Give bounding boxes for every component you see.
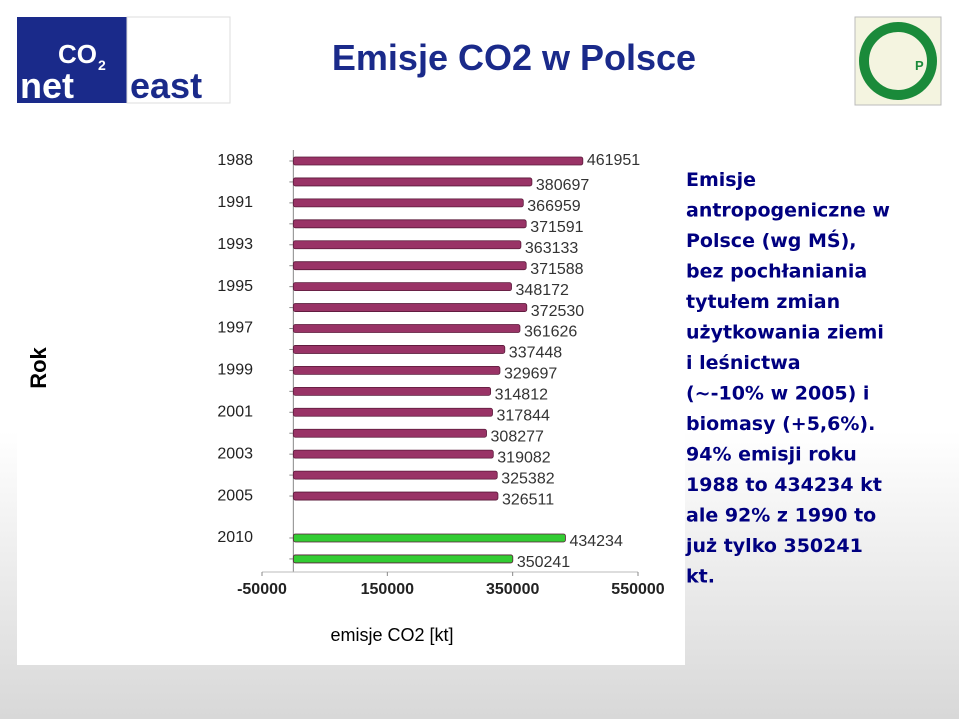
bar	[292, 219, 527, 229]
value-label: 350241	[517, 554, 570, 571]
bar	[292, 198, 524, 208]
value-label: 363133	[525, 240, 578, 257]
value-label: 326511	[502, 491, 554, 508]
y-tick-label: 1995	[217, 278, 253, 295]
y-tick-label: 2001	[217, 403, 253, 420]
x-tick-label: 150000	[361, 581, 414, 598]
bar	[292, 428, 487, 438]
value-label: 434234	[569, 533, 622, 550]
note-line: bez pochłaniania	[686, 261, 867, 283]
bar	[292, 282, 512, 292]
logo-text: P B	[915, 58, 936, 73]
bar	[292, 386, 492, 396]
value-label: 361626	[524, 324, 577, 341]
note-line: 1988 to 434234 kt	[686, 474, 882, 496]
bar	[292, 365, 501, 375]
value-label: 348172	[516, 282, 569, 299]
note-line: ale 92% z 1990 to	[686, 505, 876, 527]
value-label: 308277	[491, 428, 544, 445]
bar	[292, 554, 514, 564]
value-label: 325382	[501, 470, 554, 487]
chart-panel	[17, 130, 685, 665]
bar	[292, 303, 528, 312]
value-label: 372530	[531, 303, 584, 320]
y-axis-label: Rok	[26, 346, 51, 388]
bar	[292, 156, 584, 166]
note-line: antropogeniczne w	[686, 200, 890, 222]
bar	[292, 177, 533, 187]
logo-text: east	[130, 65, 202, 106]
note-line: (~-10% w 2005) i	[686, 383, 869, 405]
x-tick-label: 350000	[486, 581, 539, 598]
note-line: użytkowania ziemi	[686, 322, 884, 344]
y-tick-label: 2010	[217, 529, 253, 546]
value-label: 371588	[530, 261, 583, 278]
logo-right: P B	[854, 16, 942, 106]
bar	[292, 324, 521, 333]
value-label: 366959	[527, 198, 580, 215]
note-line: 94% emisji roku	[686, 444, 857, 466]
y-tick-label: 1988	[217, 152, 253, 169]
y-tick-label: 1991	[217, 194, 253, 211]
bar	[292, 240, 522, 250]
value-label: 319082	[497, 449, 550, 466]
value-label: 329697	[504, 366, 557, 383]
x-tick-label: -50000	[237, 581, 287, 598]
note-line: już tylko 350241	[685, 535, 863, 557]
value-label: 380697	[536, 177, 589, 194]
bar	[292, 533, 566, 543]
value-label: 314812	[495, 387, 548, 404]
x-tick-label: 550000	[611, 581, 664, 598]
logo-text: 2	[98, 57, 106, 73]
note-line: tytułem zmian	[686, 291, 840, 313]
value-label: 337448	[509, 345, 562, 362]
bar	[292, 491, 499, 501]
note-line: biomasy (+5,6%).	[686, 413, 875, 435]
note-line: i leśnictwa	[686, 352, 801, 374]
bar	[292, 261, 527, 271]
logo-text: net	[20, 65, 74, 106]
value-label: 461951	[587, 152, 640, 169]
y-tick-label: 1993	[217, 236, 253, 253]
note-line: Emisje	[686, 169, 756, 191]
bar	[292, 407, 493, 417]
logo-left: CO 2 net east	[17, 16, 231, 106]
bar	[292, 470, 498, 480]
bar	[292, 345, 506, 354]
value-label: 371591	[530, 219, 583, 236]
y-tick-label: 2005	[217, 487, 253, 504]
x-axis-label: emisje CO2 [kt]	[330, 625, 453, 645]
y-tick-label: 1999	[217, 362, 253, 379]
y-tick-label: 2003	[217, 445, 253, 462]
title: Emisje CO2 w Polsce	[332, 37, 696, 78]
bar	[292, 449, 494, 459]
logo-text: CO	[58, 39, 97, 69]
y-tick-label: 1997	[217, 320, 253, 337]
note-line: Polsce (wg MŚ),	[686, 228, 857, 252]
value-label: 317844	[497, 407, 550, 424]
note: Emisje antropogeniczne w Polsce (wg MŚ), be…	[685, 169, 890, 588]
note-line: kt.	[686, 566, 715, 588]
